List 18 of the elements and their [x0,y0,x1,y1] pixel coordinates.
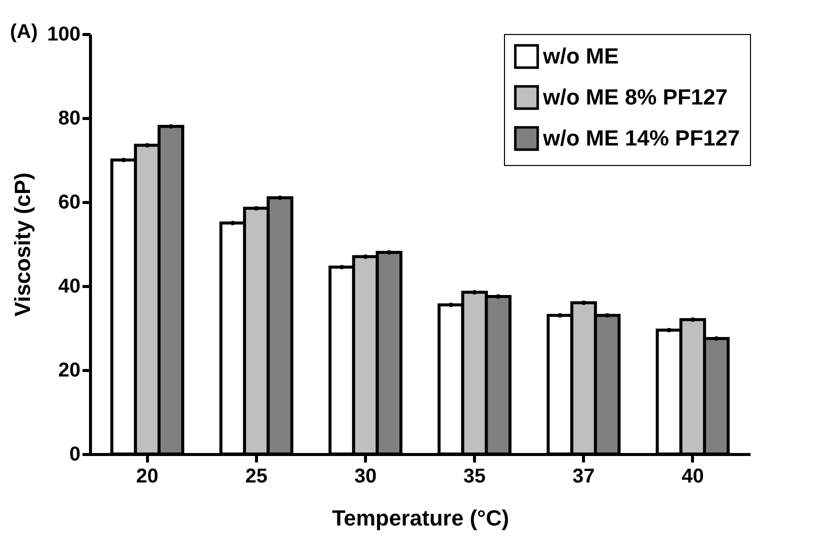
x-tick-label: 20 [136,466,158,488]
x-axis-title: Temperature (°C) [332,506,510,530]
x-tick-label: 40 [682,466,704,488]
y-tick-label: 0 [69,444,80,466]
legend-label: w/o ME 14% PF127 [542,126,740,150]
y-axis-title: Viscosity (cP) [10,172,36,316]
x-tick-label: 37 [572,466,595,488]
y-tick-label: 100 [47,24,80,46]
x-tick-label: 35 [463,466,486,488]
y-tick-label: 60 [58,192,80,214]
legend-label: w/o ME 8% PF127 [542,84,728,110]
text: (A) [10,21,38,43]
y-tick-label: 80 [58,108,80,130]
y-tick-label: 40 [58,276,80,298]
y-tick-label: 20 [58,360,80,382]
x-tick-label: 25 [245,466,268,488]
legend-label: w/o ME [542,44,619,68]
x-tick-label: 30 [354,466,377,488]
